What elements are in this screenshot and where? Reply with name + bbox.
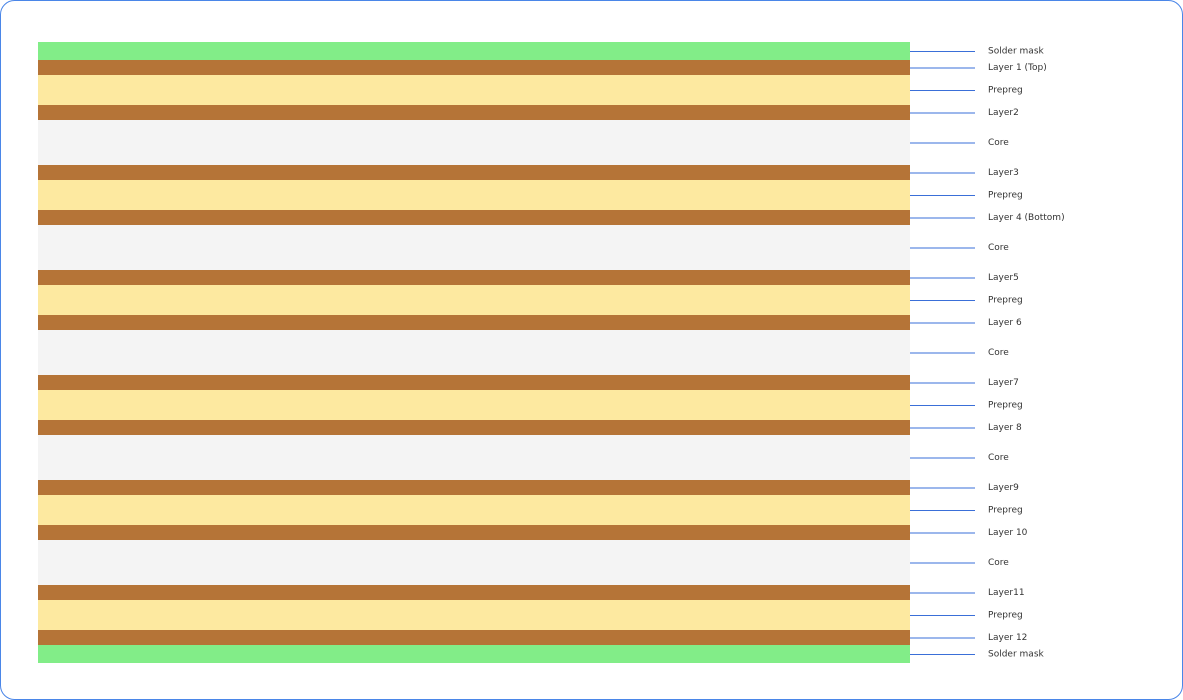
layer [38, 390, 910, 420]
layer-label: Core [988, 243, 1009, 253]
layer-label: Layer 8 [988, 423, 1022, 433]
layer-label: Layer9 [988, 483, 1019, 493]
layer [38, 120, 910, 165]
layer [38, 315, 910, 330]
layer [38, 270, 910, 285]
layer-label: Layer2 [988, 108, 1019, 118]
layer [38, 165, 910, 180]
layer [38, 330, 910, 375]
layer [38, 540, 910, 585]
layer-label: Prepreg [988, 296, 1023, 306]
layer-label: Prepreg [988, 191, 1023, 201]
layer-label: Layer 6 [988, 318, 1022, 328]
layer-label: Prepreg [988, 401, 1023, 411]
layer-label: Layer11 [988, 588, 1025, 598]
layer [38, 375, 910, 390]
layer-label: Core [988, 453, 1009, 463]
layer [38, 42, 910, 60]
layer [38, 285, 910, 315]
layer [38, 210, 910, 225]
layer-label: Layer5 [988, 273, 1019, 283]
layer [38, 480, 910, 495]
layer-label: Solder mask [988, 650, 1045, 660]
layer-label: Prepreg [988, 86, 1023, 96]
layer [38, 435, 910, 480]
layer-label: Core [988, 558, 1009, 568]
layer-label: Layer 12 [988, 633, 1027, 643]
layer [38, 600, 910, 630]
layer-label: Core [988, 138, 1009, 148]
layer-label: Prepreg [988, 506, 1023, 516]
layer [38, 645, 910, 663]
layer-label: Layer3 [988, 168, 1019, 178]
layer [38, 630, 910, 645]
layer [38, 420, 910, 435]
layer-label: Solder mask [988, 47, 1045, 57]
layer [38, 495, 910, 525]
layer [38, 75, 910, 105]
layer [38, 525, 910, 540]
layer-label: Layer7 [988, 378, 1019, 388]
layer [38, 105, 910, 120]
layer-label: Prepreg [988, 611, 1023, 621]
layer-label: Core [988, 348, 1009, 358]
layer [38, 60, 910, 75]
layer [38, 180, 910, 210]
layer-label: Layer 1 (Top) [988, 63, 1047, 73]
layer-label: Layer 4 (Bottom) [988, 213, 1065, 223]
layer-label: Layer 10 [988, 528, 1028, 538]
layer [38, 585, 910, 600]
layer [38, 225, 910, 270]
